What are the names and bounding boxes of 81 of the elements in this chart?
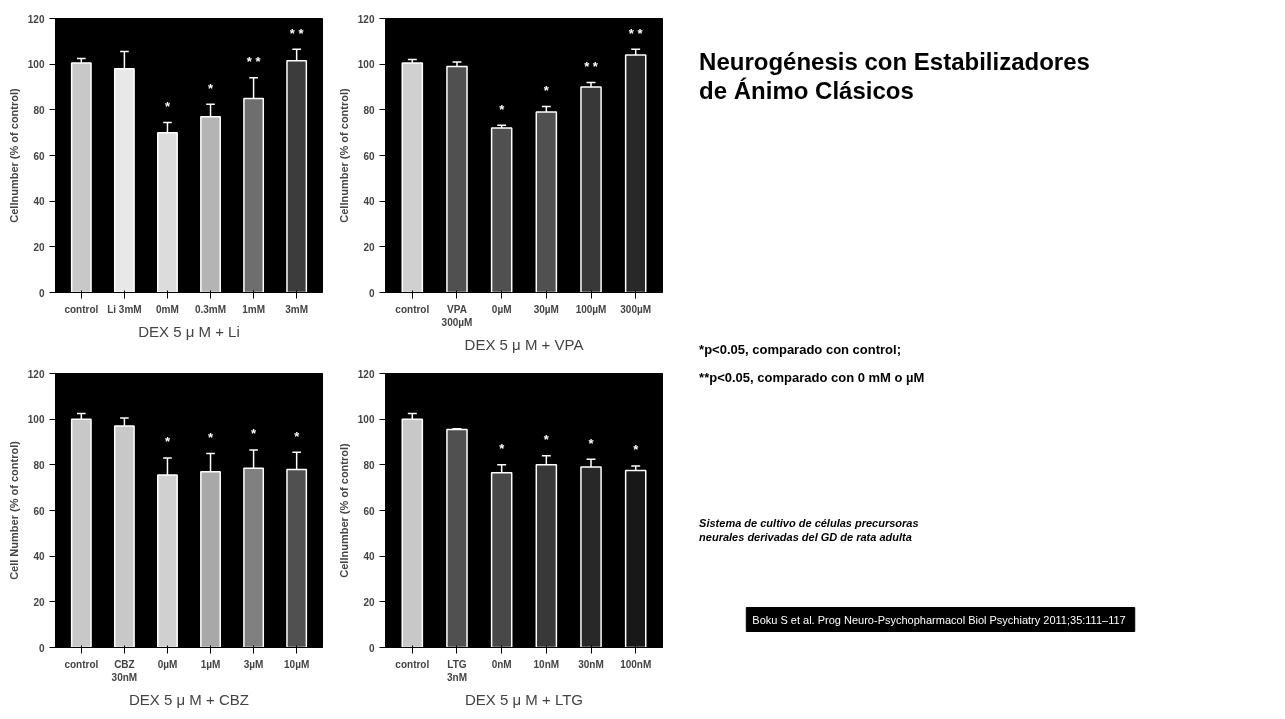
annotation: * [499,101,506,117]
x-tick-label: 0mM [156,303,179,315]
y-tick-label: 120 [27,13,45,25]
annotation: * * [289,25,305,41]
x-tick-label: control [64,658,99,670]
annotation: * * [584,58,599,74]
annotation: * [543,432,550,448]
x-tick-label: 3µM [243,658,264,670]
text: Sistema de cultivo de células precursoras neurales derivadas del GD de rata adulta [699,516,919,543]
annotation: * * [246,54,262,70]
annotation: * * [628,25,644,41]
annotation: * [251,426,258,442]
y-axis-title: Cellnumber (% of control) [337,442,350,578]
text: Boku S et al. Prog Neuro-Psychopharmacol Biol Psychiatry 2011;35:111–117 [752,613,1126,626]
x-tick-label: control [395,658,430,670]
x-tick-label: 0µM [491,303,512,315]
y-tick-label: 80 [363,104,375,116]
text: *p<0.05, comparado con control; [699,341,902,357]
annotation: * [164,434,171,450]
annotation: * [208,80,214,96]
y-tick-label: 20 [33,596,45,608]
y-axis-title: Cell Number (% of control) [7,440,20,580]
x-tick-label: Li 3mM [107,303,142,315]
annotation: * [164,98,171,114]
y-axis-title: Cellnumber (% of control) [337,87,350,223]
annotation: * [294,428,301,444]
y-tick-label: 40 [33,196,45,208]
x-tick-label: 30µM [533,303,559,315]
x-tick-label: VPA 300µM [441,303,473,328]
x-tick-label: 3mM [285,303,309,315]
x-tick-label: control [395,303,430,315]
x-tick-label: 100µM [575,303,607,315]
x-axis-title: DEX 5 μ M + LTG [465,690,583,708]
y-tick-label: 120 [357,368,375,380]
x-tick-label: 1mM [242,303,265,315]
x-tick-label: 0.3mM [194,303,227,315]
y-tick-label: 20 [33,241,45,253]
y-tick-label: 40 [363,551,375,563]
y-tick-label: 20 [363,241,375,253]
y-tick-label: 100 [357,59,375,71]
x-axis-title: DEX 5 μ M + VPA [464,335,584,353]
y-tick-label: 40 [33,551,45,563]
x-tick-label: 10nM [533,658,560,670]
y-tick-label: 0 [368,287,375,299]
y-tick-label: 120 [357,13,375,25]
x-tick-label: 100nM [620,658,652,670]
y-tick-label: 0 [368,642,375,654]
y-tick-label: 80 [33,459,45,471]
annotation: * [543,82,550,98]
x-axis-title: DEX 5 μ M + Li [138,322,240,340]
y-tick-label: 40 [363,196,375,208]
y-tick-label: 100 [27,414,45,426]
y-tick-label: 60 [363,505,375,517]
text: **p<0.05, comparado con 0 mM o µM [699,369,925,385]
y-tick-label: 0 [38,287,45,299]
annotation: * [499,441,506,457]
y-tick-label: 100 [27,59,45,71]
x-tick-label: 0µM [157,658,178,670]
x-tick-label: CBZ 30nM [111,658,138,683]
y-tick-label: 60 [363,150,375,162]
y-tick-label: 60 [33,150,45,162]
y-tick-label: 80 [363,459,375,471]
y-tick-label: 60 [33,505,45,517]
y-tick-label: 0 [38,642,45,654]
annotation: * [208,429,214,445]
x-tick-label: control [64,303,99,315]
y-tick-label: 20 [363,596,375,608]
x-tick-label: 300µM [620,303,652,315]
x-tick-label: LTG 3nM [446,658,467,683]
text: Neurogénesis con Estabilizadores de Ánimo Clásicos [699,47,1090,105]
y-tick-label: 100 [357,414,375,426]
annotation: * [633,442,640,458]
x-tick-label: 0nM [491,658,512,670]
annotation: * [588,435,595,451]
x-tick-label: 1µM [200,658,221,670]
y-axis-title: Cellnumber (% of control) [7,87,20,223]
y-tick-label: 120 [27,368,45,380]
y-tick-label: 80 [33,104,45,116]
x-tick-label: 30nM [578,658,604,670]
x-tick-label: 10µM [284,658,310,670]
x-axis-title: DEX 5 μ M + CBZ [129,690,249,708]
